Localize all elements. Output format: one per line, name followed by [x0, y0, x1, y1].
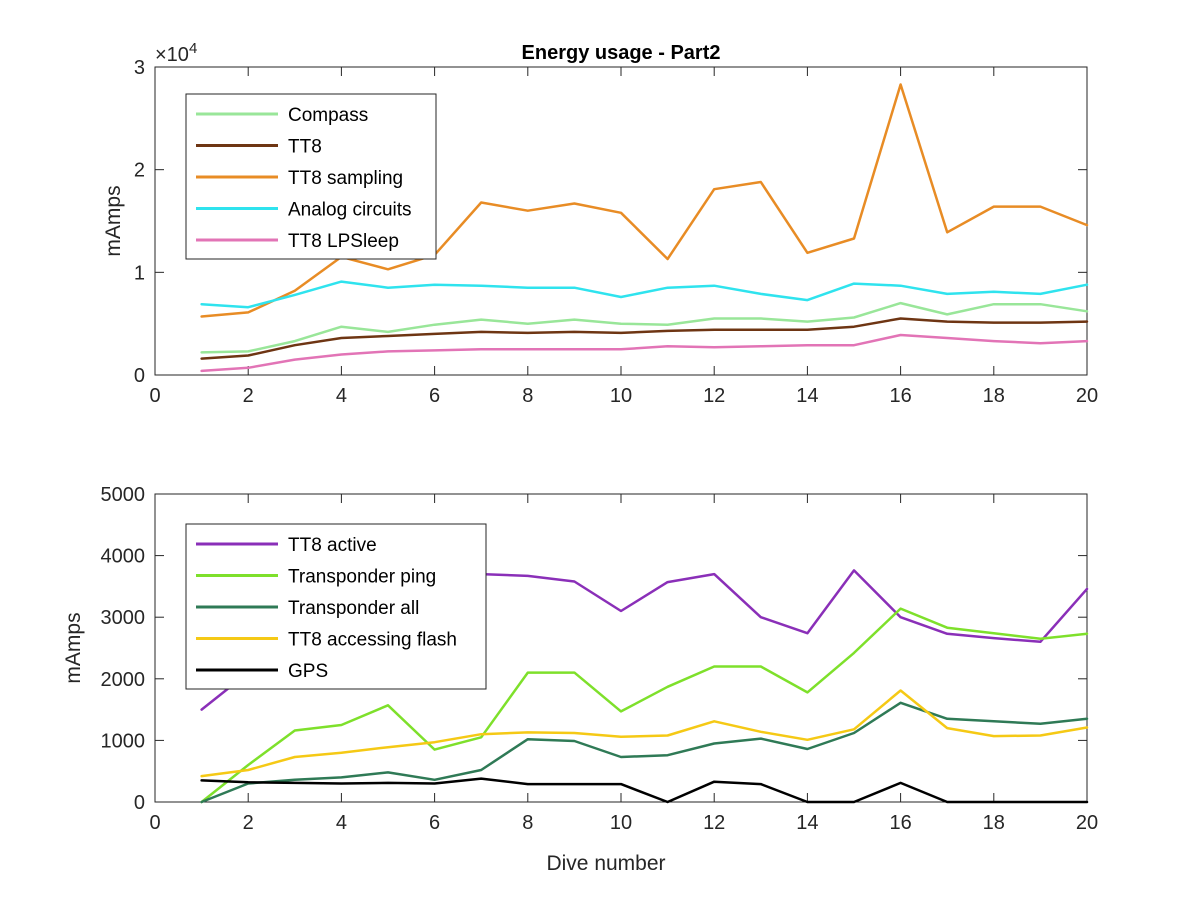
x-tick-label: 0 — [149, 385, 160, 407]
y-tick-label: 0 — [134, 365, 145, 387]
legend-label: TT8 LPSleep — [288, 231, 399, 252]
x-tick-label: 6 — [429, 385, 440, 407]
legend: TT8 active Transponder ping Transponder al… — [185, 523, 487, 690]
x-tick-label: 12 — [703, 812, 725, 834]
y-tick-label: 2 — [134, 160, 145, 182]
series-line-gps — [200, 777, 1089, 804]
legend-label: Transponder all — [288, 598, 419, 619]
x-tick-label: 20 — [1076, 812, 1098, 834]
series-line-analog-circuits — [200, 280, 1089, 309]
x-tick-label: 2 — [243, 812, 254, 834]
legend-label: Analog circuits — [288, 200, 412, 221]
legend-label: TT8 active — [288, 535, 377, 556]
series-line-compass — [200, 301, 1089, 354]
x-tick-label: 4 — [336, 812, 347, 834]
legend-label: Transponder ping — [288, 567, 436, 588]
y-tick-label: 3000 — [101, 607, 146, 629]
x-tick-label: 2 — [243, 385, 254, 407]
y-exponent-power: 4 — [189, 40, 197, 57]
legend-label: Compass — [288, 105, 368, 126]
y-tick-label: 1000 — [101, 730, 146, 752]
y-tick-label: 1 — [134, 262, 145, 284]
x-tick-label: 8 — [522, 385, 533, 407]
x-tick-label: 8 — [522, 812, 533, 834]
chart-panel-2: 0 2 4 6 8 10 12 14 16 18 20 0 1000 2000 3000 4000 5000 mA… — [62, 484, 1098, 875]
x-tick-label: 4 — [336, 385, 347, 407]
x-tick-label: 18 — [983, 812, 1005, 834]
y-tick-label: 3 — [134, 57, 145, 79]
x-tick-label: 10 — [610, 812, 632, 834]
x-tick-label: 10 — [610, 385, 632, 407]
y-tick-label: 2000 — [101, 669, 146, 691]
x-axis-label: Dive number — [546, 852, 665, 875]
x-tick-label: 18 — [983, 385, 1005, 407]
legend: Compass TT8 TT8 sampling Analog circuits TT8… — [185, 93, 437, 260]
x-tick-label: 16 — [889, 385, 911, 407]
legend-label: TT8 — [288, 137, 322, 158]
series-line-transponder-all — [200, 701, 1089, 804]
x-tick-label: 16 — [889, 812, 911, 834]
series-line-transponder-ping — [200, 607, 1089, 804]
series-line-tt8-accessing-flash — [200, 689, 1089, 778]
series-line-tt8-lpsleep — [200, 333, 1089, 373]
y-tick-label: 0 — [134, 792, 145, 814]
series-line-tt8 — [200, 317, 1089, 360]
y-axis-label: mAmps — [102, 185, 125, 256]
y-tick-label: 5000 — [101, 484, 146, 506]
y-exponent-label: ×104 — [155, 40, 197, 66]
x-tick-label: 12 — [703, 385, 725, 407]
y-axis-label: mAmps — [62, 612, 85, 683]
x-tick-label: 6 — [429, 812, 440, 834]
legend-label: TT8 accessing flash — [288, 630, 457, 651]
y-tick-label: 4000 — [101, 546, 146, 568]
chart-title: Energy usage - Part2 — [522, 42, 721, 64]
x-tick-label: 20 — [1076, 385, 1098, 407]
legend-label: TT8 sampling — [288, 168, 403, 189]
x-tick-label: 14 — [796, 812, 818, 834]
legend-label: GPS — [288, 661, 328, 682]
x-tick-label: 0 — [149, 812, 160, 834]
x-tick-label: 14 — [796, 385, 818, 407]
